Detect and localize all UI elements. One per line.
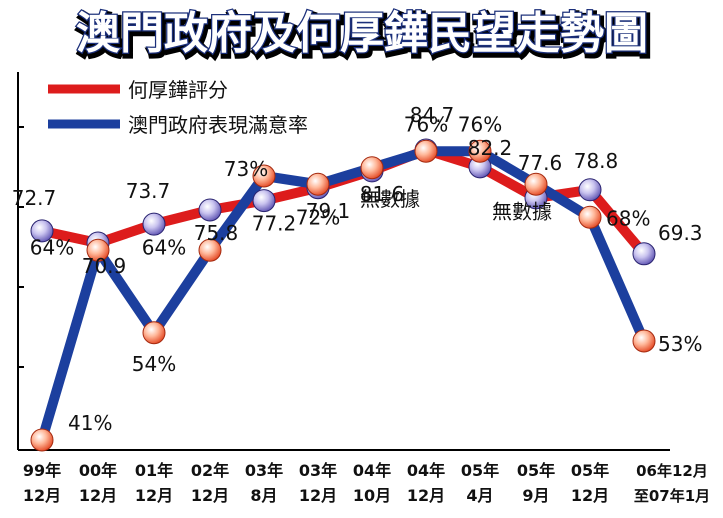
rating-data-label: 75.8 [194, 221, 239, 245]
rating-data-label: 73.7 [126, 179, 171, 203]
x-tick-label: 05年 [571, 461, 609, 480]
x-tick-label: 12月 [571, 486, 609, 505]
satisfaction-data-label: 54% [132, 352, 176, 376]
satisfaction-point [632, 329, 656, 353]
x-tick-label: 12月 [79, 486, 117, 505]
x-tick-label: 02年 [191, 461, 229, 480]
x-tick-label: 12月 [191, 486, 229, 505]
satisfaction-data-label: 64% [30, 235, 74, 259]
rating-data-label: 77.2 [252, 212, 297, 236]
x-tick-label: 01年 [135, 461, 173, 480]
x-tick-label: 12月 [23, 486, 61, 505]
satisfaction-point [86, 238, 110, 262]
legend-label-blue: 澳門政府表現滿意率 [128, 113, 308, 137]
x-tick-label: 99年 [23, 461, 61, 480]
rating-data-label: 82.2 [468, 136, 513, 160]
rating-data-label: 77.6 [518, 151, 563, 175]
satisfaction-point [360, 156, 384, 180]
satisfaction-point [30, 428, 54, 452]
satisfaction-data-label: 73% [224, 157, 268, 181]
chart-title-text: 澳門政府及何厚鏵民望走勢圖 [76, 8, 648, 59]
x-tick-label: 06年12月 [636, 462, 708, 480]
rating-point [198, 198, 222, 222]
legend: 何厚鏵評分 澳門政府表現滿意率 [48, 78, 308, 137]
x-tick-label: 05年 [517, 461, 555, 480]
x-tick-label: 4月 [466, 486, 493, 505]
legend-label-red: 何厚鏵評分 [128, 78, 228, 102]
x-tick-label: 04年 [353, 461, 391, 480]
satisfaction-point [578, 205, 602, 229]
x-tick-label: 12月 [299, 486, 337, 505]
x-tick-label: 00年 [79, 461, 117, 480]
x-tick-label: 04年 [407, 461, 445, 480]
satisfaction-point [414, 139, 438, 163]
rating-data-label: 70.9 [82, 254, 127, 278]
rating-data-label: 72.7 [12, 186, 57, 210]
chart-title: 澳門政府及何厚鏵民望走勢圖 澳門政府及何厚鏵民望走勢圖 [75, 7, 653, 65]
data-labels: 72.7 70.9 73.7 75.8 77.2 79.1 81.6 84.7 82.277.6… [12, 103, 703, 435]
rating-data-label: 69.3 [658, 221, 703, 245]
satisfaction-point [198, 238, 222, 262]
x-tick-label: 03年 [299, 461, 337, 480]
rating-point [578, 178, 602, 202]
axes [17, 72, 670, 451]
rating-point [30, 219, 54, 243]
satisfaction-data-label: 64% [142, 235, 186, 259]
satisfaction-point [142, 321, 166, 345]
x-tick-label: 8月 [250, 486, 277, 505]
satisfaction-point [252, 164, 276, 188]
series-markers [30, 138, 656, 452]
x-tick-label: 9月 [522, 486, 549, 505]
satisfaction-point [306, 172, 330, 196]
satisfaction-data-label: 53% [658, 332, 702, 356]
chart-title-shadow: 澳門政府及何厚鏵民望走勢圖 [78, 11, 650, 62]
rating-data-label: 81.6 [360, 182, 405, 206]
satisfaction-point [468, 139, 492, 163]
rating-point [632, 242, 656, 266]
satisfaction-data-label: 76% [458, 112, 502, 136]
satisfaction-data-label: 41% [68, 411, 112, 435]
rating-data-label: 84.7 [410, 103, 455, 127]
x-tick-label: 12月 [135, 486, 173, 505]
satisfaction-data-label: 76% [404, 112, 448, 136]
satisfaction-data-label: 68% [606, 206, 650, 230]
x-tick-label: 至07年1月 [634, 487, 710, 505]
satisfaction-point [524, 172, 548, 196]
x-tick-label: 12月 [407, 486, 445, 505]
rating-data-label: 78.8 [574, 149, 619, 173]
x-tick-label: 10月 [353, 486, 391, 505]
rating-point [252, 189, 276, 213]
rating-data-label: 79.1 [306, 199, 351, 223]
x-tick-label: 05年 [461, 461, 499, 480]
satisfaction-data-label: 無數據 [360, 187, 420, 211]
satisfaction-data-label: 72% [296, 205, 340, 229]
x-tick-labels: 99年 12月 00年 12月 01年 12月 02年 12月 03年 8月 03年 12月 04年 10… [23, 461, 710, 505]
satisfaction-data-label: 無數據 [492, 199, 552, 223]
rating-point [142, 212, 166, 236]
x-tick-label: 03年 [245, 461, 283, 480]
